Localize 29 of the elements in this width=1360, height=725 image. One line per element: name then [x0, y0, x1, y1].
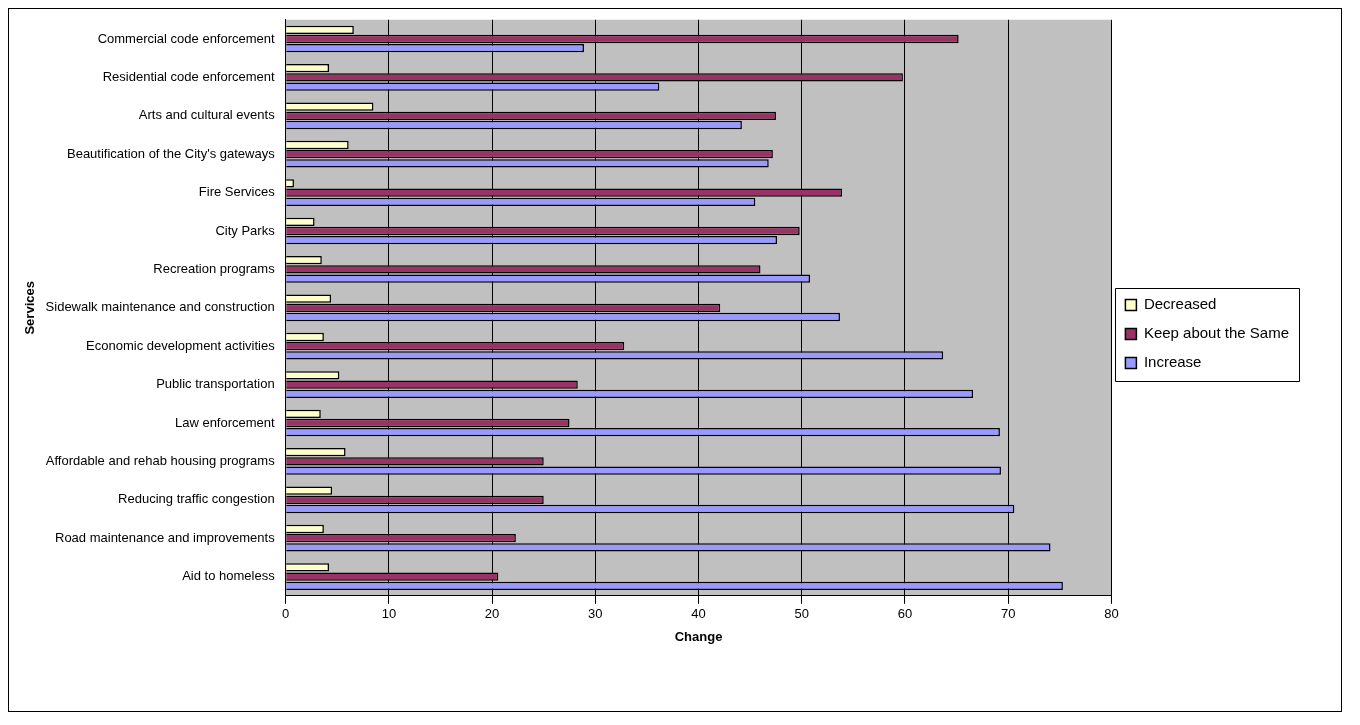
y-tick-label: Sidewalk maintenance and construction — [45, 299, 275, 315]
y-tick-label: Affordable and rehab housing programs — [45, 452, 276, 468]
y-tick-label: Beautification of the City's gateways — [66, 145, 276, 161]
legend-label: Increase — [1143, 353, 1202, 371]
y-tick-label: Road maintenance and improvements — [54, 529, 276, 545]
y-tick-label: Aid to homeless — [182, 568, 276, 584]
x-tick-label: 60 — [897, 606, 913, 622]
y-tick-label: Recreation programs — [153, 260, 276, 276]
y-tick-label: Economic development activities — [86, 337, 276, 353]
y-tick-label: Law enforcement — [174, 414, 276, 430]
x-axis-title: Change — [674, 628, 723, 644]
legend-label: Decreased — [1143, 295, 1217, 313]
x-tick-label: 10 — [381, 606, 397, 622]
x-tick-label: 0 — [282, 606, 290, 622]
x-tick-label: 70 — [1000, 606, 1016, 622]
y-tick-label: Reducing traffic congestion — [118, 491, 275, 507]
y-tick-label: Public transportation — [156, 376, 275, 392]
y-tick-label: Fire Services — [198, 184, 276, 200]
y-tick-label: Residential code enforcement — [102, 68, 276, 84]
x-tick-label: 30 — [588, 606, 603, 622]
y-axis-title: Services — [22, 281, 38, 335]
x-tick-label: 50 — [794, 606, 809, 622]
x-tick-label: 40 — [691, 606, 706, 622]
x-tick-label: 20 — [484, 606, 500, 622]
x-tick-label: 80 — [1104, 606, 1119, 622]
y-tick-label: Arts and cultural events — [138, 107, 276, 123]
y-tick-label: Commercial code enforcement — [97, 30, 276, 46]
y-tick-label: City Parks — [215, 222, 276, 238]
legend-label: Keep about the Same — [1143, 324, 1289, 342]
